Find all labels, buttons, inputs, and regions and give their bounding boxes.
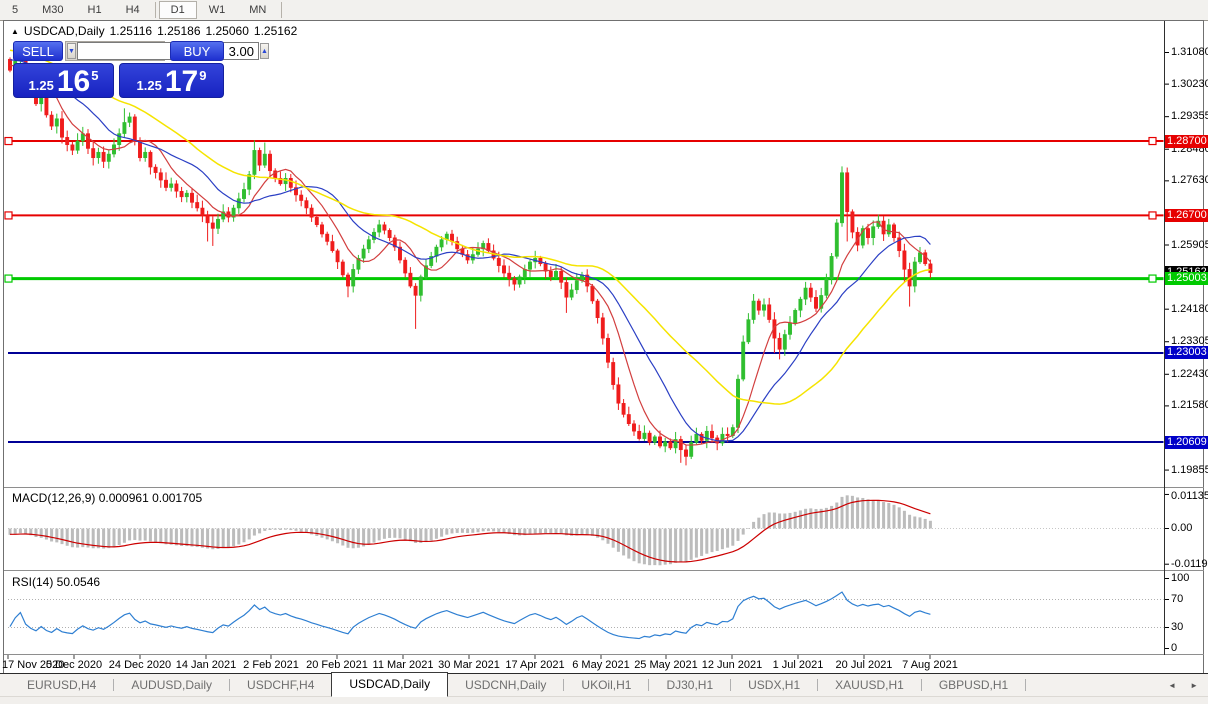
date-tick-label: 5 Dec 2020 bbox=[45, 659, 103, 671]
timeframe-button-w1[interactable]: W1 bbox=[208, 4, 226, 16]
price-tick-label: 1.21580 bbox=[1171, 399, 1208, 412]
date-tick-label: 25 May 2021 bbox=[634, 659, 698, 671]
pane-separator-rsi[interactable] bbox=[4, 570, 1204, 571]
chart-tab-usdchf-h4[interactable]: USDCHF,H4 bbox=[247, 678, 315, 692]
chart-tab-xauusd-h1[interactable]: XAUUSD,H1 bbox=[835, 678, 904, 692]
ohlc-close: 1.25162 bbox=[253, 24, 298, 38]
chart-tab-usdcnh-daily[interactable]: USDCNH,Daily bbox=[465, 678, 547, 692]
chart-window bbox=[3, 20, 1204, 673]
volume-decrease-button[interactable]: ▼ bbox=[67, 43, 76, 59]
date-tick-label: 24 Dec 2020 bbox=[108, 659, 172, 671]
chart-tab-eurusd-h4[interactable]: EURUSD,H4 bbox=[27, 678, 97, 692]
sell-price-big: 16 bbox=[56, 65, 91, 98]
price-badge-1.23003: 1.23003 bbox=[1165, 346, 1208, 360]
date-tick-label: 30 Mar 2021 bbox=[438, 659, 500, 671]
toolbar-separator bbox=[154, 2, 156, 18]
chart-tab-bar: EURUSD,H4 AUDUSD,Daily USDCHF,H4 USDCAD,Dai… bbox=[0, 671, 1208, 697]
date-tick-label: 11 Mar 2021 bbox=[372, 659, 434, 671]
timeframe-button-5[interactable]: 5 bbox=[12, 4, 19, 16]
date-tick-label: 6 May 2021 bbox=[572, 659, 630, 671]
status-bar bbox=[0, 696, 1208, 704]
price-tick-label: 1.24180 bbox=[1171, 302, 1208, 315]
macd-scale-label: -0.01190 bbox=[1171, 557, 1208, 570]
price-tick-label: 1.23305 bbox=[1171, 335, 1208, 348]
rsi-scale-label: 0 bbox=[1171, 642, 1178, 654]
timeframe-button-d1[interactable]: D1 bbox=[158, 1, 197, 19]
sell-price-display[interactable]: 1.25 16 5 bbox=[13, 63, 114, 98]
date-tick-label: 14 Jan 2021 bbox=[175, 659, 237, 671]
volume-stepper: ▼ ▲ bbox=[65, 41, 269, 61]
price-tick-label: 1.30230 bbox=[1171, 77, 1208, 90]
price-tick-label: 1.19855 bbox=[1171, 463, 1208, 476]
volume-increase-button[interactable]: ▲ bbox=[259, 43, 269, 59]
tab-separator bbox=[563, 679, 565, 691]
rsi-scale-label: 30 bbox=[1171, 621, 1184, 633]
price-tick-label: 1.25905 bbox=[1171, 238, 1208, 251]
rsi-scale-label: 70 bbox=[1171, 593, 1184, 605]
price-tick-label: 1.29355 bbox=[1171, 110, 1208, 123]
chart-tab-audusd-daily[interactable]: AUDUSD,Daily bbox=[131, 678, 213, 692]
chart-tab-gbpusd-h1[interactable]: GBPUSD,H1 bbox=[938, 678, 1009, 692]
tab-separator bbox=[229, 679, 231, 691]
timeframe-button-m30[interactable]: M30 bbox=[42, 4, 64, 16]
date-tick-label: 17 Apr 2021 bbox=[505, 659, 565, 671]
date-tick-label: 20 Jul 2021 bbox=[835, 659, 893, 671]
macd-scale-label: 0.00 bbox=[1171, 522, 1193, 534]
price-badge-1.26700: 1.26700 bbox=[1165, 208, 1208, 222]
rsi-scale-label: 100 bbox=[1171, 572, 1190, 584]
buy-price-base: 1.25 bbox=[136, 78, 162, 93]
buy-price-pip: 9 bbox=[199, 68, 207, 83]
ohlc-high: 1.25186 bbox=[157, 24, 201, 38]
price-tick-label: 1.27630 bbox=[1171, 174, 1208, 187]
tab-scroll-right-icon[interactable]: ► bbox=[1190, 680, 1198, 690]
chart-title: ▲ USDCAD,Daily 1.25116 1.25186 1.25060 1… bbox=[11, 24, 297, 38]
date-tick-label: 12 Jun 2021 bbox=[701, 659, 763, 671]
ohlc-open: 1.25116 bbox=[109, 24, 153, 38]
date-tick-label: 1 Jul 2021 bbox=[772, 659, 824, 671]
tab-separator bbox=[730, 679, 732, 691]
volume-input[interactable] bbox=[76, 42, 259, 60]
timeframe-button-mn[interactable]: MN bbox=[249, 4, 267, 16]
ohlc-low: 1.25060 bbox=[205, 24, 249, 38]
sell-price-pip: 5 bbox=[91, 68, 99, 83]
price-badge-1.20609: 1.20609 bbox=[1165, 435, 1208, 449]
date-tick-label: 7 Aug 2021 bbox=[902, 659, 958, 671]
tab-separator bbox=[113, 679, 115, 691]
tab-separator bbox=[1025, 679, 1027, 691]
rsi-label: RSI(14) 50.0546 bbox=[12, 575, 101, 589]
price-tick-label: 1.22430 bbox=[1171, 367, 1208, 380]
tab-separator bbox=[920, 679, 922, 691]
chart-symbol-label: USDCAD,Daily bbox=[23, 24, 105, 38]
toolbar-separator bbox=[281, 2, 283, 18]
date-tick-label: 20 Feb 2021 bbox=[306, 659, 368, 671]
buy-button[interactable]: BUY bbox=[170, 41, 224, 61]
timeframe-button-h4[interactable]: H4 bbox=[125, 4, 140, 16]
buy-price-big: 17 bbox=[164, 65, 199, 98]
macd-scale-label: 0.01135 bbox=[1171, 490, 1208, 502]
sell-button[interactable]: SELL bbox=[13, 41, 63, 61]
chart-tab-ukoil-h1[interactable]: UKOil,H1 bbox=[581, 678, 632, 692]
chart-tab-usdcad-daily[interactable]: USDCAD,Daily bbox=[331, 671, 449, 697]
sell-price-base: 1.25 bbox=[28, 78, 54, 93]
chart-tab-usdx-h1[interactable]: USDX,H1 bbox=[748, 678, 801, 692]
price-badge-1.25003: 1.25003 bbox=[1165, 272, 1208, 286]
symbol-marker-icon: ▲ bbox=[11, 26, 19, 36]
price-tick-label: 1.31080 bbox=[1171, 46, 1208, 58]
timeframe-toolbar: 5 M30 H1 H4 D1 W1 MN bbox=[0, 0, 1208, 21]
date-tick-label: 2 Feb 2021 bbox=[243, 659, 299, 671]
tab-scroll-left-icon[interactable]: ◄ bbox=[1168, 680, 1177, 690]
date-axis-separator bbox=[4, 654, 1204, 655]
tab-separator bbox=[648, 679, 650, 691]
chart-tab-dj30-h1[interactable]: DJ30,H1 bbox=[666, 678, 714, 692]
pane-separator-macd[interactable] bbox=[4, 487, 1204, 488]
date-tick-label: 17 Nov 2020 bbox=[2, 659, 65, 671]
timeframe-button-h1[interactable]: H1 bbox=[87, 4, 102, 16]
price-badge-1.28700: 1.28700 bbox=[1165, 134, 1208, 148]
macd-label: MACD(12,26,9) 0.000961 0.001705 bbox=[12, 491, 203, 505]
tab-separator bbox=[817, 679, 819, 691]
price-scale-border bbox=[1164, 21, 1165, 655]
buy-price-display[interactable]: 1.25 17 9 bbox=[119, 63, 224, 98]
